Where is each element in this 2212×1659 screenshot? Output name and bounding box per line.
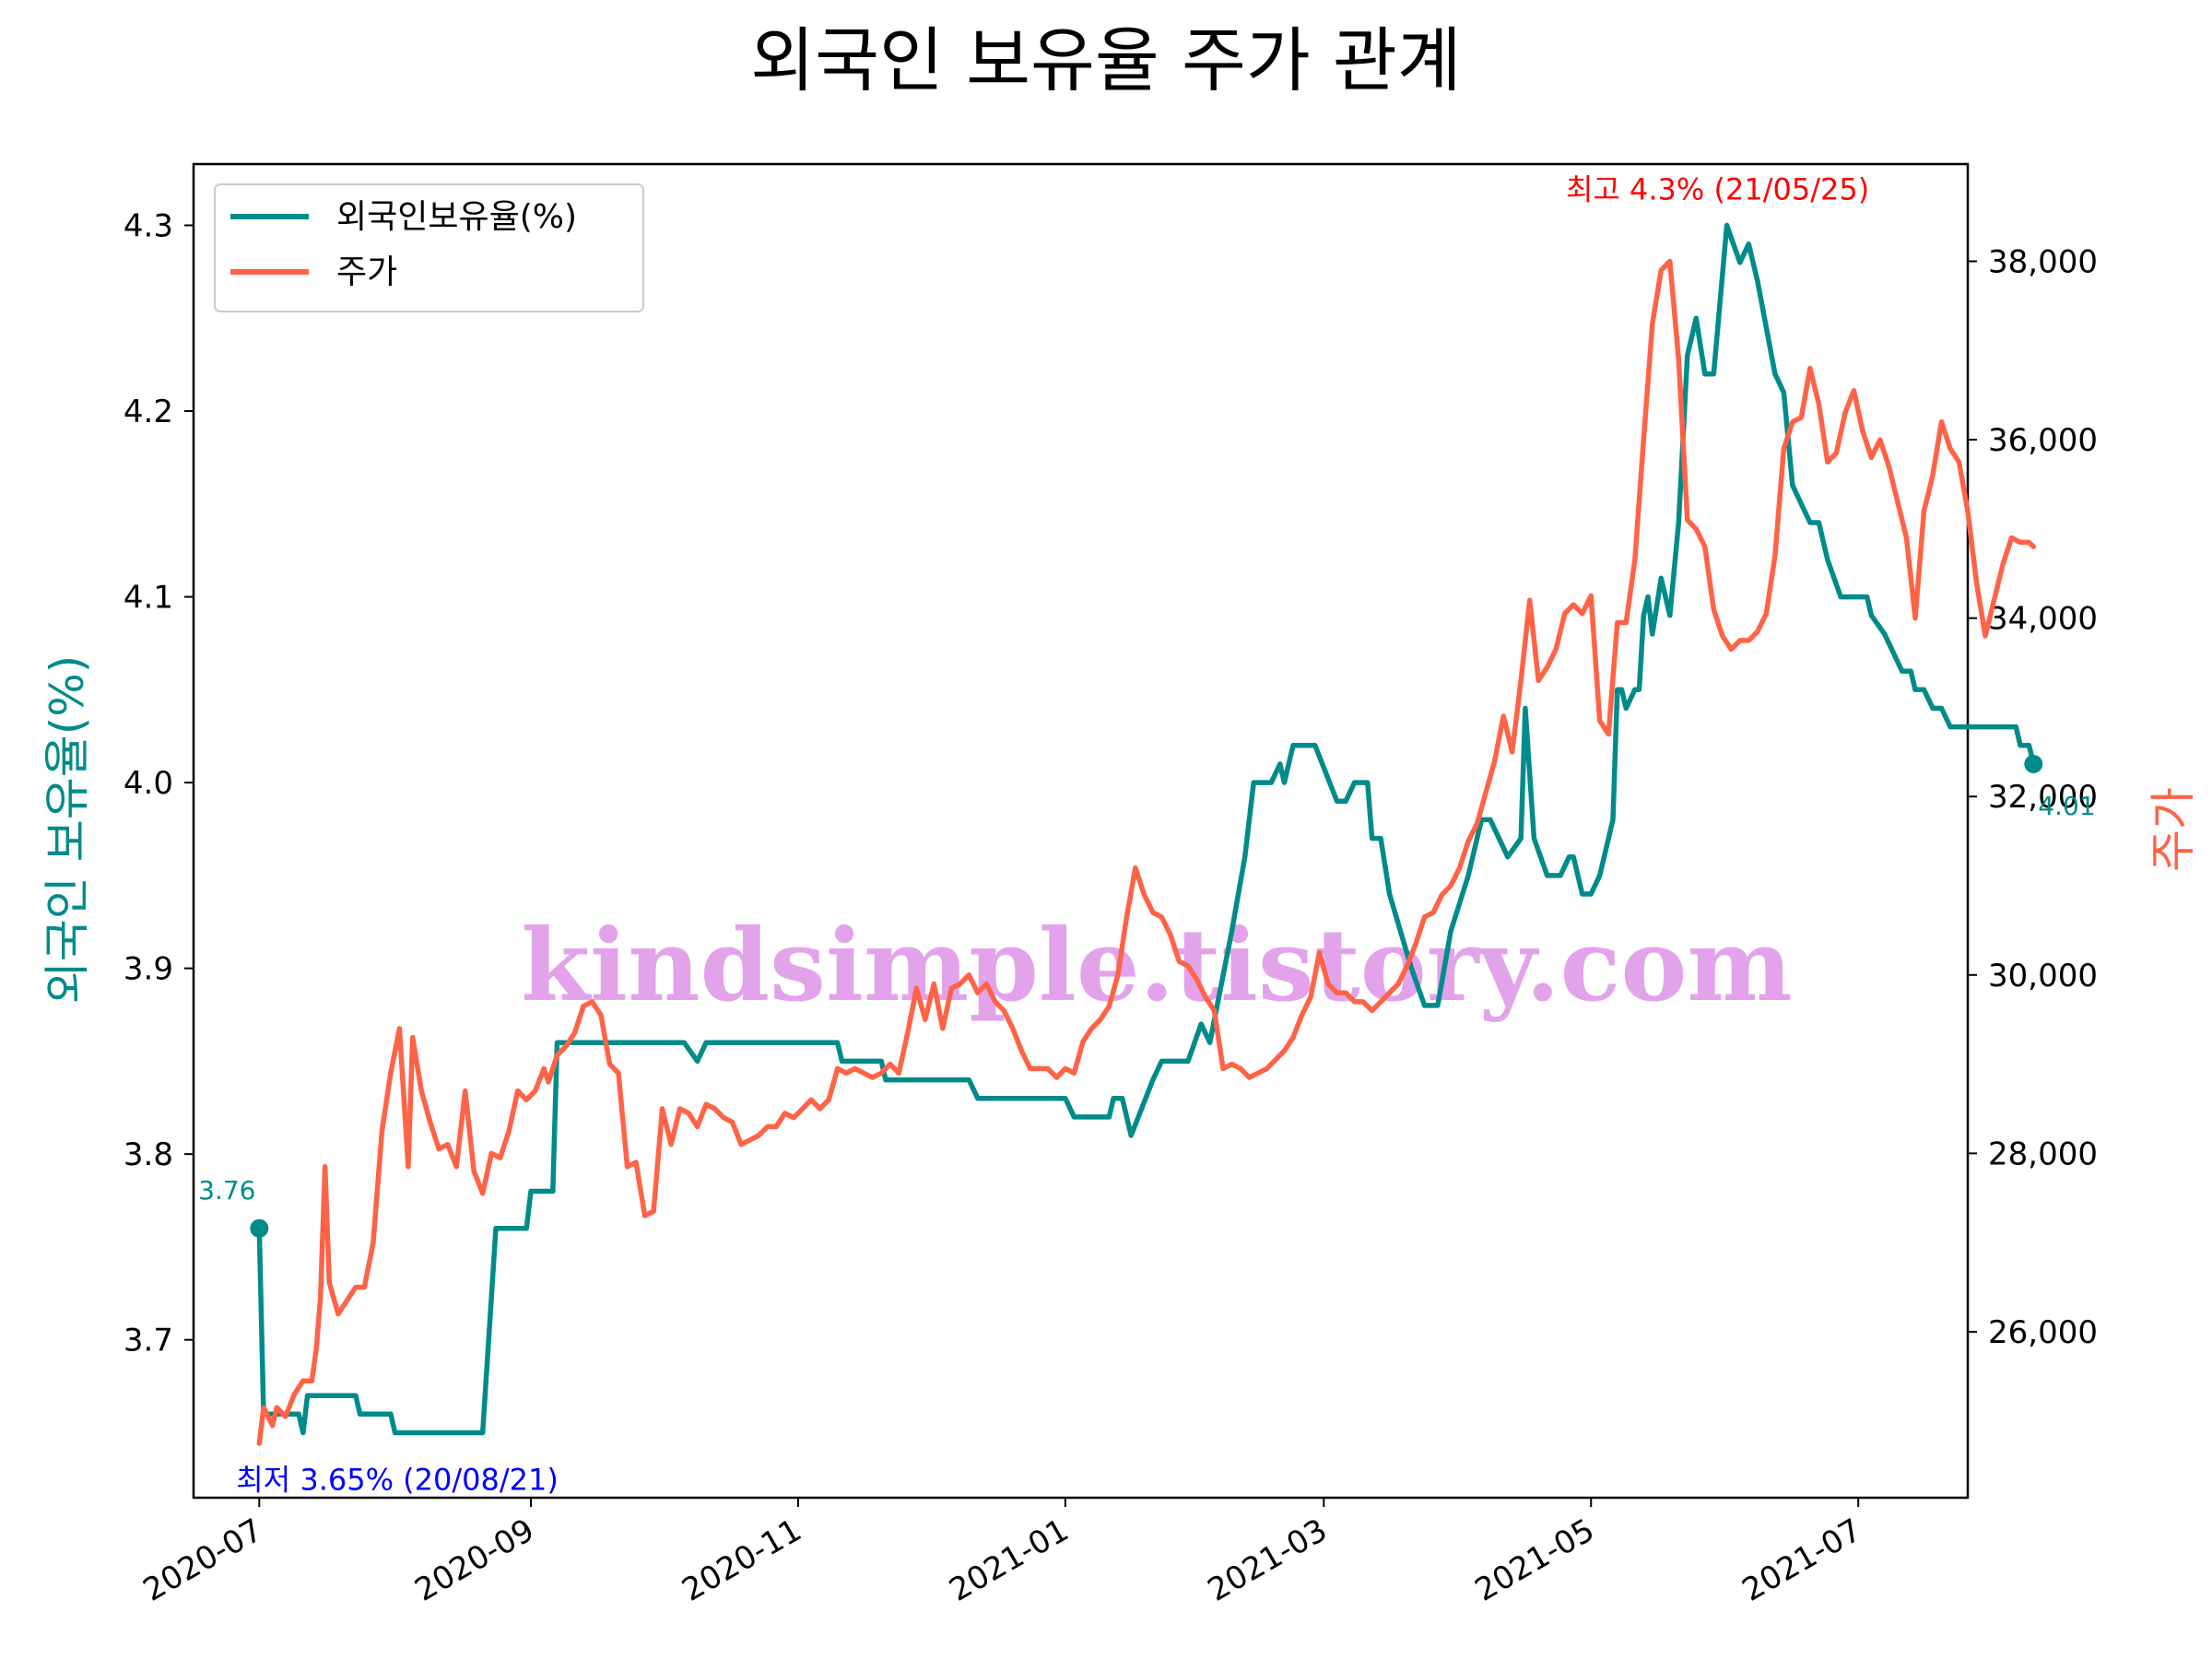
y-right-tick-label: 32,000 bbox=[1988, 779, 2098, 816]
y-left-tick-label: 3.7 bbox=[124, 1323, 173, 1359]
chart-title: 외국인 보유율 주가 관계 bbox=[750, 19, 1462, 101]
end-value-label: 4.01 bbox=[2038, 791, 2095, 821]
y-left-tick-label: 3.8 bbox=[124, 1136, 173, 1173]
x-tick-label: 2020-07 bbox=[137, 1512, 269, 1609]
y-left-tick-label: 4.1 bbox=[124, 580, 173, 617]
legend-label: 주가 bbox=[336, 253, 397, 291]
y-left-tick-label: 3.9 bbox=[124, 951, 173, 988]
y-left-tick-label: 4.0 bbox=[124, 765, 173, 802]
min-annotation: 최저 3.65% (20/08/21) bbox=[236, 1462, 559, 1497]
max-annotation: 최고 4.3% (21/05/25) bbox=[1566, 172, 1869, 207]
plot-frame bbox=[192, 162, 1970, 1500]
y-right-tick-label: 34,000 bbox=[1988, 601, 2098, 638]
y-right-tick-label: 30,000 bbox=[1988, 958, 2098, 994]
y-right-tick-label: 26,000 bbox=[1988, 1314, 2098, 1351]
watermark-text: kindsimple.tistory.com bbox=[521, 908, 1792, 1024]
x-tick-label: 2021-03 bbox=[1202, 1512, 1334, 1609]
y-axis-left-label: 외국인 보유율(%) bbox=[41, 655, 94, 1004]
x-tick-label: 2020-11 bbox=[676, 1512, 807, 1609]
x-tick-label: 2020-09 bbox=[408, 1512, 540, 1609]
y-left-tick-label: 4.3 bbox=[124, 208, 173, 245]
start-value-label: 3.76 bbox=[198, 1175, 255, 1206]
y-right-tick-label: 36,000 bbox=[1988, 422, 2098, 459]
x-tick-label: 2021-01 bbox=[943, 1512, 1075, 1609]
y-right-tick-label: 28,000 bbox=[1988, 1135, 2098, 1172]
x-tick-label: 2021-07 bbox=[1736, 1512, 1868, 1609]
series-line-foreign-ownership bbox=[256, 222, 2037, 1436]
y-left-tick-label: 4.2 bbox=[124, 394, 173, 430]
start-marker bbox=[250, 1218, 269, 1238]
legend-label: 외국인보유율(%) bbox=[336, 198, 577, 236]
series-line-stock-price bbox=[256, 258, 2037, 1446]
legend-box bbox=[214, 183, 644, 312]
end-marker bbox=[2024, 754, 2043, 773]
y-axis-right-label: 주가 bbox=[2147, 787, 2200, 872]
y-right-tick-label: 38,000 bbox=[1988, 244, 2098, 281]
x-tick-label: 2021-05 bbox=[1469, 1512, 1601, 1609]
